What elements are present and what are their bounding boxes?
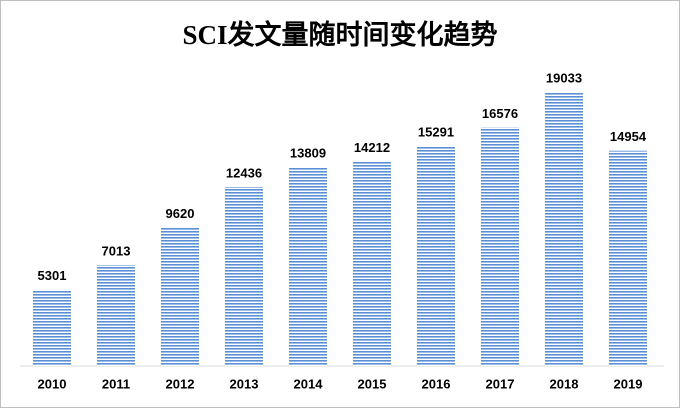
value-label: 14954 <box>610 129 647 144</box>
value-label: 5301 <box>38 268 67 283</box>
bar <box>97 265 135 366</box>
value-label: 15291 <box>418 124 454 139</box>
value-label: 13809 <box>290 146 326 161</box>
x-tick-label: 2013 <box>230 376 259 391</box>
x-tick-label: 2012 <box>166 376 195 391</box>
bar <box>417 145 455 366</box>
value-label: 19033 <box>546 70 582 85</box>
bar <box>353 161 391 366</box>
bar <box>545 92 583 366</box>
value-label: 7013 <box>102 243 131 258</box>
bar <box>289 167 327 366</box>
x-tick-label: 2016 <box>422 376 451 391</box>
bar <box>225 186 263 366</box>
bar <box>609 150 647 366</box>
x-tick-label: 2010 <box>38 376 67 391</box>
bar <box>33 289 71 366</box>
chart-title: SCI发文量随时间变化趋势 <box>182 19 497 50</box>
bar <box>161 227 199 366</box>
value-label: 12436 <box>226 165 262 180</box>
x-tick-label: 2011 <box>102 376 130 391</box>
value-label: 9620 <box>166 206 195 221</box>
x-tick-label: 2019 <box>614 376 643 391</box>
x-tick-label: 2017 <box>486 376 515 391</box>
value-label: 16576 <box>482 106 518 121</box>
x-tick-label: 2018 <box>550 376 579 391</box>
x-tick-label: 2015 <box>358 376 387 391</box>
x-tick-label: 2014 <box>294 376 324 391</box>
bar <box>481 127 519 366</box>
value-label: 14212 <box>354 140 390 155</box>
